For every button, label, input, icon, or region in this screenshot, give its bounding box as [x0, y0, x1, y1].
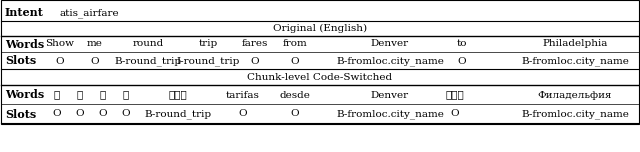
Text: O: O	[76, 109, 84, 119]
Text: B-fromloc.city_name: B-fromloc.city_name	[336, 56, 444, 66]
Text: round: round	[132, 40, 164, 48]
Text: Words: Words	[5, 38, 44, 50]
Text: Филадельфия: Филадельфия	[538, 90, 612, 100]
Text: fares: fares	[242, 40, 268, 48]
Text: O: O	[291, 109, 300, 119]
Text: सैर: सैर	[168, 90, 188, 100]
Text: Chunk-level Code-Switched: Chunk-level Code-Switched	[248, 73, 392, 81]
Text: B-fromloc.city_name: B-fromloc.city_name	[521, 109, 629, 119]
Text: O: O	[122, 109, 131, 119]
Text: Slots: Slots	[5, 109, 36, 119]
Text: atis_airfare: atis_airfare	[60, 8, 120, 18]
Text: O: O	[251, 57, 259, 66]
Text: to: to	[457, 40, 467, 48]
Text: Denver: Denver	[371, 40, 409, 48]
Text: Show: Show	[45, 40, 74, 48]
Text: O: O	[52, 109, 61, 119]
Text: B-round_trip: B-round_trip	[145, 109, 212, 119]
Text: O: O	[451, 109, 460, 119]
Text: إلى: إلى	[445, 90, 465, 100]
Text: Intent: Intent	[5, 7, 44, 19]
Text: from: from	[283, 40, 307, 48]
Text: Original (English): Original (English)	[273, 23, 367, 33]
Text: me: me	[87, 40, 103, 48]
Text: O: O	[91, 57, 99, 66]
Text: B-fromloc.city_name: B-fromloc.city_name	[336, 109, 444, 119]
Text: O: O	[56, 57, 64, 66]
Text: O: O	[458, 57, 467, 66]
Text: tarifas: tarifas	[226, 90, 260, 100]
Text: O: O	[239, 109, 247, 119]
Text: 我: 我	[77, 90, 83, 100]
Text: I-round_trip: I-round_trip	[176, 56, 240, 66]
Bar	[1, 0, 639, 124]
Text: B-fromloc.city_name: B-fromloc.city_name	[521, 56, 629, 66]
Text: O: O	[99, 109, 108, 119]
Text: B-round_trip: B-round_trip	[115, 56, 182, 66]
Text: 看: 看	[123, 90, 129, 100]
Text: Words: Words	[5, 90, 44, 100]
Text: O: O	[291, 57, 300, 66]
Text: Slots: Slots	[5, 55, 36, 67]
Text: trip: trip	[198, 40, 218, 48]
Text: 给: 给	[54, 90, 60, 100]
Text: 看: 看	[100, 90, 106, 100]
Text: Philadelphia: Philadelphia	[542, 40, 608, 48]
Text: Denver: Denver	[371, 90, 409, 100]
Text: desde: desde	[280, 90, 310, 100]
